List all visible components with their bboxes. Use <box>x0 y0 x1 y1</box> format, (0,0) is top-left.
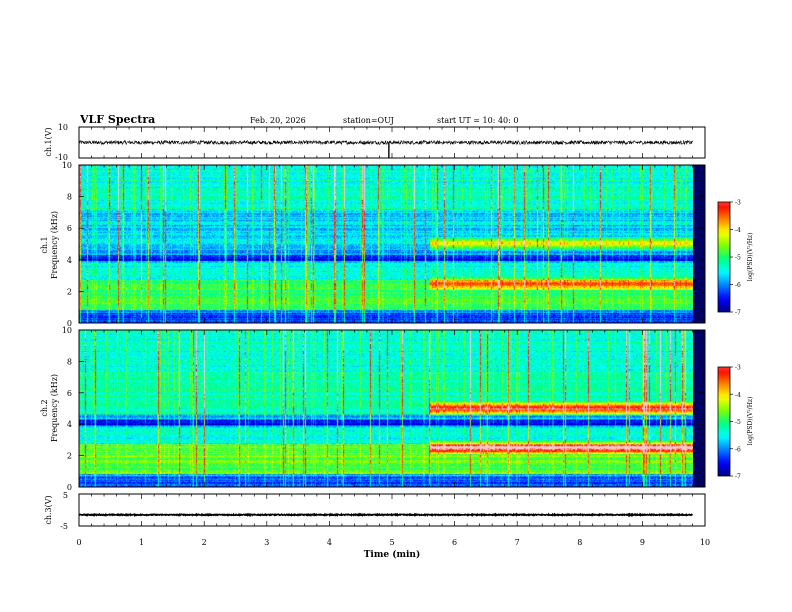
ch1-waveform-xticks <box>78 127 706 158</box>
figure-title: VLF Spectra <box>79 113 155 126</box>
time-axis-tick-labels: 0 1 2 3 4 5 6 7 8 9 10 <box>76 538 710 547</box>
ch2-spectrogram-ylabel-channel: ch.2 <box>40 399 49 416</box>
ch2-spectrogram-xticks <box>78 330 706 487</box>
ch2-spectrogram-ylabel: Frequency (kHz) <box>50 374 59 442</box>
ch1-spectrogram-yticks: 0 2 4 6 8 10 <box>62 161 705 328</box>
ch1-waveform-ylabel: ch.1(V) <box>44 127 53 156</box>
ch1-spectrogram-ytick-label: 10 <box>62 161 72 170</box>
time-tick-label: 10 <box>700 538 710 547</box>
ch3-ytick-bottom: -5 <box>60 522 68 531</box>
time-tick-label: 2 <box>202 538 207 547</box>
ch1-waveform-line <box>78 139 693 146</box>
station-label: station=OUJ <box>343 116 394 125</box>
time-tick-label: 7 <box>515 538 520 547</box>
ch2-colorbar-tick-label: -7 <box>735 474 741 481</box>
time-tick-label: 1 <box>139 538 144 547</box>
ch3-waveform-trace <box>78 512 694 518</box>
time-axis-label: Time (min) <box>364 549 421 560</box>
ch1-spectrogram-ytick-label: 8 <box>67 193 72 202</box>
ch2-colorbar-tick-label: -4 <box>735 392 741 399</box>
ch3-waveform-ylabel: ch.3(V) <box>44 495 53 524</box>
ch2-spectrogram-ytick-label: 10 <box>62 326 72 335</box>
ch3-waveform-xticks <box>78 494 706 526</box>
ch1-colorbar-tick-label: -7 <box>735 310 741 317</box>
ch1-ytick-bottom: -10 <box>55 153 68 162</box>
ch2-colorbar <box>718 367 730 476</box>
ch1-colorbar-ticks: -3 -4 -5 -6 -7 <box>730 200 741 317</box>
ch2-spectrogram-ytick-label: 8 <box>67 357 72 366</box>
ch1-spectrogram-xticks <box>78 165 706 323</box>
time-tick-label: 3 <box>264 538 269 547</box>
ch2-spectrogram-ytick-label: 0 <box>67 483 72 492</box>
time-tick-label: 8 <box>577 538 582 547</box>
ch3-ytick-top: 5 <box>63 491 68 500</box>
ch1-spectrogram-ylabel: Frequency (kHz) <box>50 211 59 279</box>
ch1-spectrogram-ylabel-channel: ch.1 <box>40 236 49 253</box>
ch2-spectrogram-ytick-label: 6 <box>67 389 72 398</box>
ch3-waveform-panel: 5 -5 ch.3(V) <box>44 491 706 531</box>
ch2-spectrogram-yticks: 0 2 4 6 8 10 <box>62 326 705 492</box>
time-tick-label: 6 <box>452 538 457 547</box>
ch1-spectrogram-ytick-label: 6 <box>67 224 72 233</box>
ch2-colorbar-tick-label: -3 <box>735 365 741 372</box>
ch1-colorbar-tick-label: -3 <box>735 200 741 207</box>
time-tick-label: 0 <box>76 538 81 547</box>
ch1-spectrogram-image <box>79 165 693 323</box>
ch3-waveform-line <box>78 512 694 518</box>
ch1-colorbar-label: log(PSD)(V²/Hz) <box>747 233 754 282</box>
start-time-label: start UT = 10: 40: 0 <box>437 116 518 125</box>
ch2-spectrogram-ytick-label: 2 <box>67 452 72 461</box>
date-label: Feb. 20, 2026 <box>250 116 306 125</box>
ch1-spectrogram-ytick-label: 2 <box>67 287 72 296</box>
ch2-spectrogram-ytick-label: 4 <box>67 420 72 429</box>
ch1-colorbar-tick-label: -5 <box>735 255 741 262</box>
time-tick-label: 5 <box>389 538 394 547</box>
ch1-spectrogram-ytick-label: 4 <box>67 256 72 265</box>
ch1-colorbar-tick-label: -4 <box>735 227 741 234</box>
ch2-spectrogram-image <box>79 330 693 487</box>
ch1-colorbar-tick-label: -6 <box>735 282 741 289</box>
time-tick-label: 9 <box>640 538 645 547</box>
ch1-colorbar <box>718 202 730 312</box>
time-tick-label: 4 <box>327 538 332 547</box>
ch2-colorbar-ticks: -3 -4 -5 -6 -7 <box>730 365 741 481</box>
ch2-colorbar-tick-label: -6 <box>735 446 741 453</box>
ch1-ytick-top: 10 <box>58 123 68 132</box>
ch2-colorbar-label: log(PSD)(V²/Hz) <box>747 397 754 446</box>
ch1-spectrogram-ytick-label: 0 <box>67 319 72 328</box>
ch1-waveform-trace <box>78 139 693 158</box>
ch2-colorbar-tick-label: -5 <box>735 419 741 426</box>
ch3-waveform-frame <box>78 493 706 527</box>
ch1-waveform-panel: 10 -10 ch.1(V) <box>44 123 706 162</box>
